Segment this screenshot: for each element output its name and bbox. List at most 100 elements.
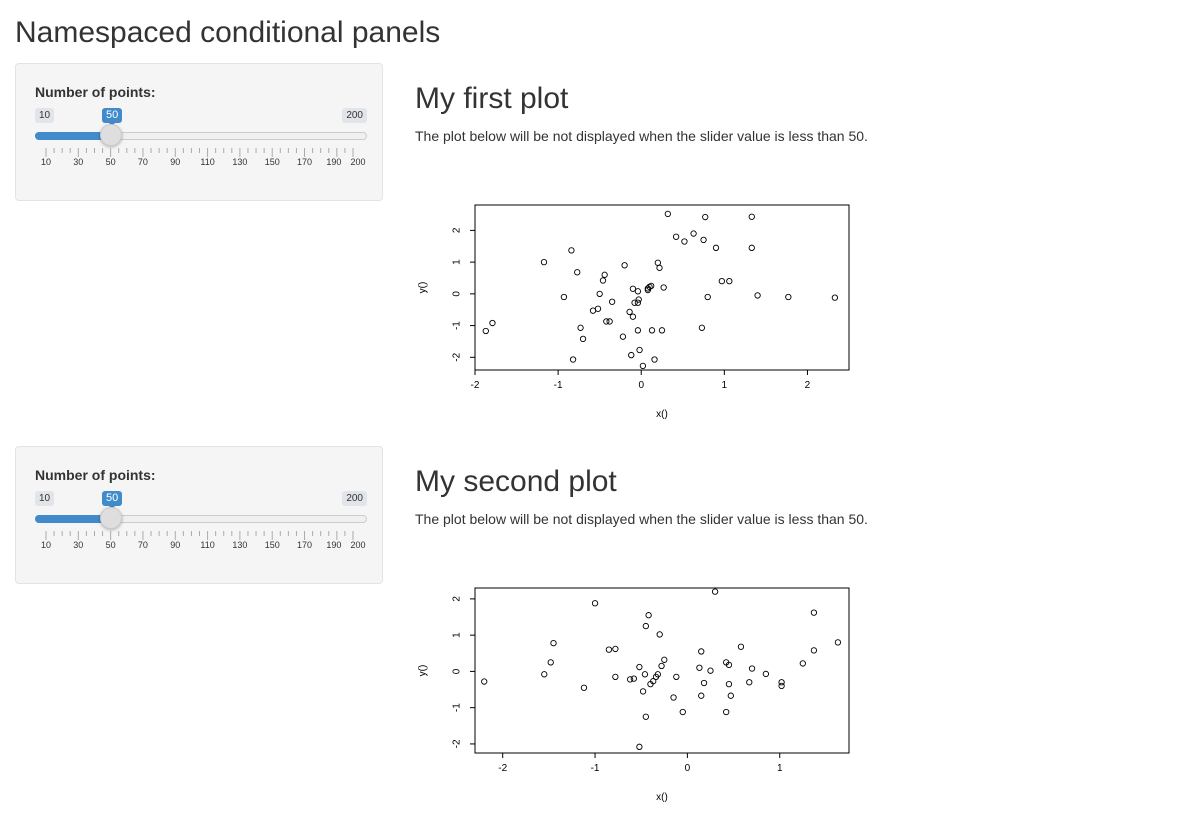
sidebar-panel-1: Number of points: 10 200 50 10 30 50 70 90 11…	[15, 63, 383, 201]
number-of-points-slider-1[interactable]: 10 200 50 10 30 50 70 90 110 130 150 170 190 200	[35, 108, 367, 172]
data-point	[603, 318, 610, 325]
slider-grid: 10 30 50 70 90 110 130 150 170 190 200	[35, 148, 367, 172]
data-point	[579, 335, 587, 343]
slider-bar	[35, 132, 111, 140]
data-point	[726, 278, 733, 285]
slider-grid-label: 110	[200, 157, 215, 167]
slider-grid-label: 170	[297, 540, 313, 550]
data-point	[810, 609, 818, 616]
data-point	[698, 324, 706, 331]
x-tick-label: 0	[638, 380, 644, 391]
slider-grid-ticks	[45, 148, 354, 157]
slider-value-label: 50	[102, 491, 123, 509]
data-point	[748, 213, 755, 220]
data-point	[704, 293, 711, 301]
data-point	[574, 269, 581, 276]
data-point	[681, 238, 688, 245]
y-tick-label: -2	[452, 739, 463, 748]
data-point	[547, 659, 554, 666]
data-point	[690, 230, 697, 237]
x-axis-label: x()	[656, 792, 668, 803]
slider-grid-label: 70	[137, 157, 148, 167]
data-point	[594, 305, 602, 312]
data-point	[619, 333, 627, 340]
data-point	[621, 262, 628, 269]
data-point	[577, 324, 584, 331]
data-point	[746, 679, 753, 686]
data-point	[658, 327, 666, 334]
slider-grid-label: 110	[200, 540, 215, 550]
data-point	[631, 299, 638, 306]
y-tick-label: -1	[452, 321, 463, 330]
plot-heading-2: My second plot	[415, 465, 617, 498]
data-point	[651, 356, 658, 363]
slider-grid-label: 50	[105, 540, 116, 550]
plot-frame	[474, 204, 850, 371]
y-tick-label: 2	[452, 227, 463, 233]
data-point	[654, 671, 661, 678]
data-point	[712, 244, 720, 251]
slider-grid-label: 50	[105, 157, 116, 167]
slider-grid-label: 10	[40, 540, 52, 550]
data-point	[672, 233, 680, 240]
number-of-points-slider-2[interactable]: 10 200 50 10 30 50 70 90 110 130 150 170 190 200	[35, 491, 367, 555]
data-point	[656, 264, 663, 271]
data-point	[634, 288, 642, 295]
data-point	[696, 664, 703, 671]
data-point	[642, 622, 649, 630]
data-point	[634, 299, 642, 306]
slider-grid-label: 10	[40, 157, 52, 167]
data-point	[737, 643, 745, 650]
scatter-plot-svg-2: -2 -1 0 1 -2 -1 0 1 2 x() y()	[418, 587, 850, 803]
data-point	[630, 675, 637, 682]
data-point	[654, 259, 661, 266]
data-point	[778, 682, 785, 690]
data-point	[550, 639, 557, 647]
data-point	[661, 656, 668, 663]
slider-bar	[35, 515, 111, 523]
slider-label: Number of points:	[35, 467, 156, 483]
data-point	[560, 293, 568, 301]
y-tick-label: 1	[452, 632, 463, 638]
data-point	[679, 708, 686, 716]
data-point	[639, 688, 647, 695]
scatter-plot-1: -2 -1 0 1 2 -2 -1 0 1 2 x() y()	[415, 195, 865, 445]
data-point	[629, 313, 637, 320]
data-point	[606, 318, 613, 325]
data-point	[580, 684, 588, 691]
sidebar-panel-2: Number of points: 10 200 50 10 30 50 70 90 11…	[15, 446, 383, 584]
slider-grid-label: 30	[73, 540, 84, 550]
data-point	[626, 308, 633, 316]
y-axis-label: y()	[418, 282, 429, 294]
slider-max-label: 200	[342, 108, 367, 123]
y-tick-label: 1	[452, 259, 463, 265]
plot-description-2: The plot below will be not displayed whe…	[415, 511, 868, 527]
data-point	[723, 708, 730, 716]
x-tick-label: -2	[471, 380, 480, 391]
x-tick-label: 1	[722, 380, 728, 391]
data-point	[673, 673, 680, 680]
data-point	[785, 293, 792, 301]
data-point	[725, 661, 733, 669]
x-tick-label: -2	[498, 763, 507, 774]
data-point	[636, 346, 643, 354]
data-point	[748, 665, 756, 672]
y-tick-label: -1	[452, 703, 463, 712]
scatter-plot-svg-1: -2 -1 0 1 2 -2 -1 0 1 2 x() y()	[418, 204, 850, 420]
slider-handle[interactable]	[100, 124, 122, 146]
data-point	[648, 282, 655, 290]
data-point	[641, 671, 649, 678]
slider-value-label: 50	[102, 108, 123, 126]
plot-heading-1: My first plot	[415, 82, 569, 115]
slider-handle[interactable]	[100, 507, 122, 529]
data-point	[541, 671, 548, 678]
slider-min-label: 10	[35, 491, 55, 506]
data-point	[634, 327, 642, 334]
data-point	[639, 362, 647, 370]
data-point	[698, 692, 705, 699]
data-point	[636, 743, 643, 750]
slider-grid-label: 150	[264, 157, 280, 167]
data-point	[700, 236, 707, 244]
slider-grid-label: 200	[350, 540, 366, 550]
data-point	[718, 278, 725, 285]
